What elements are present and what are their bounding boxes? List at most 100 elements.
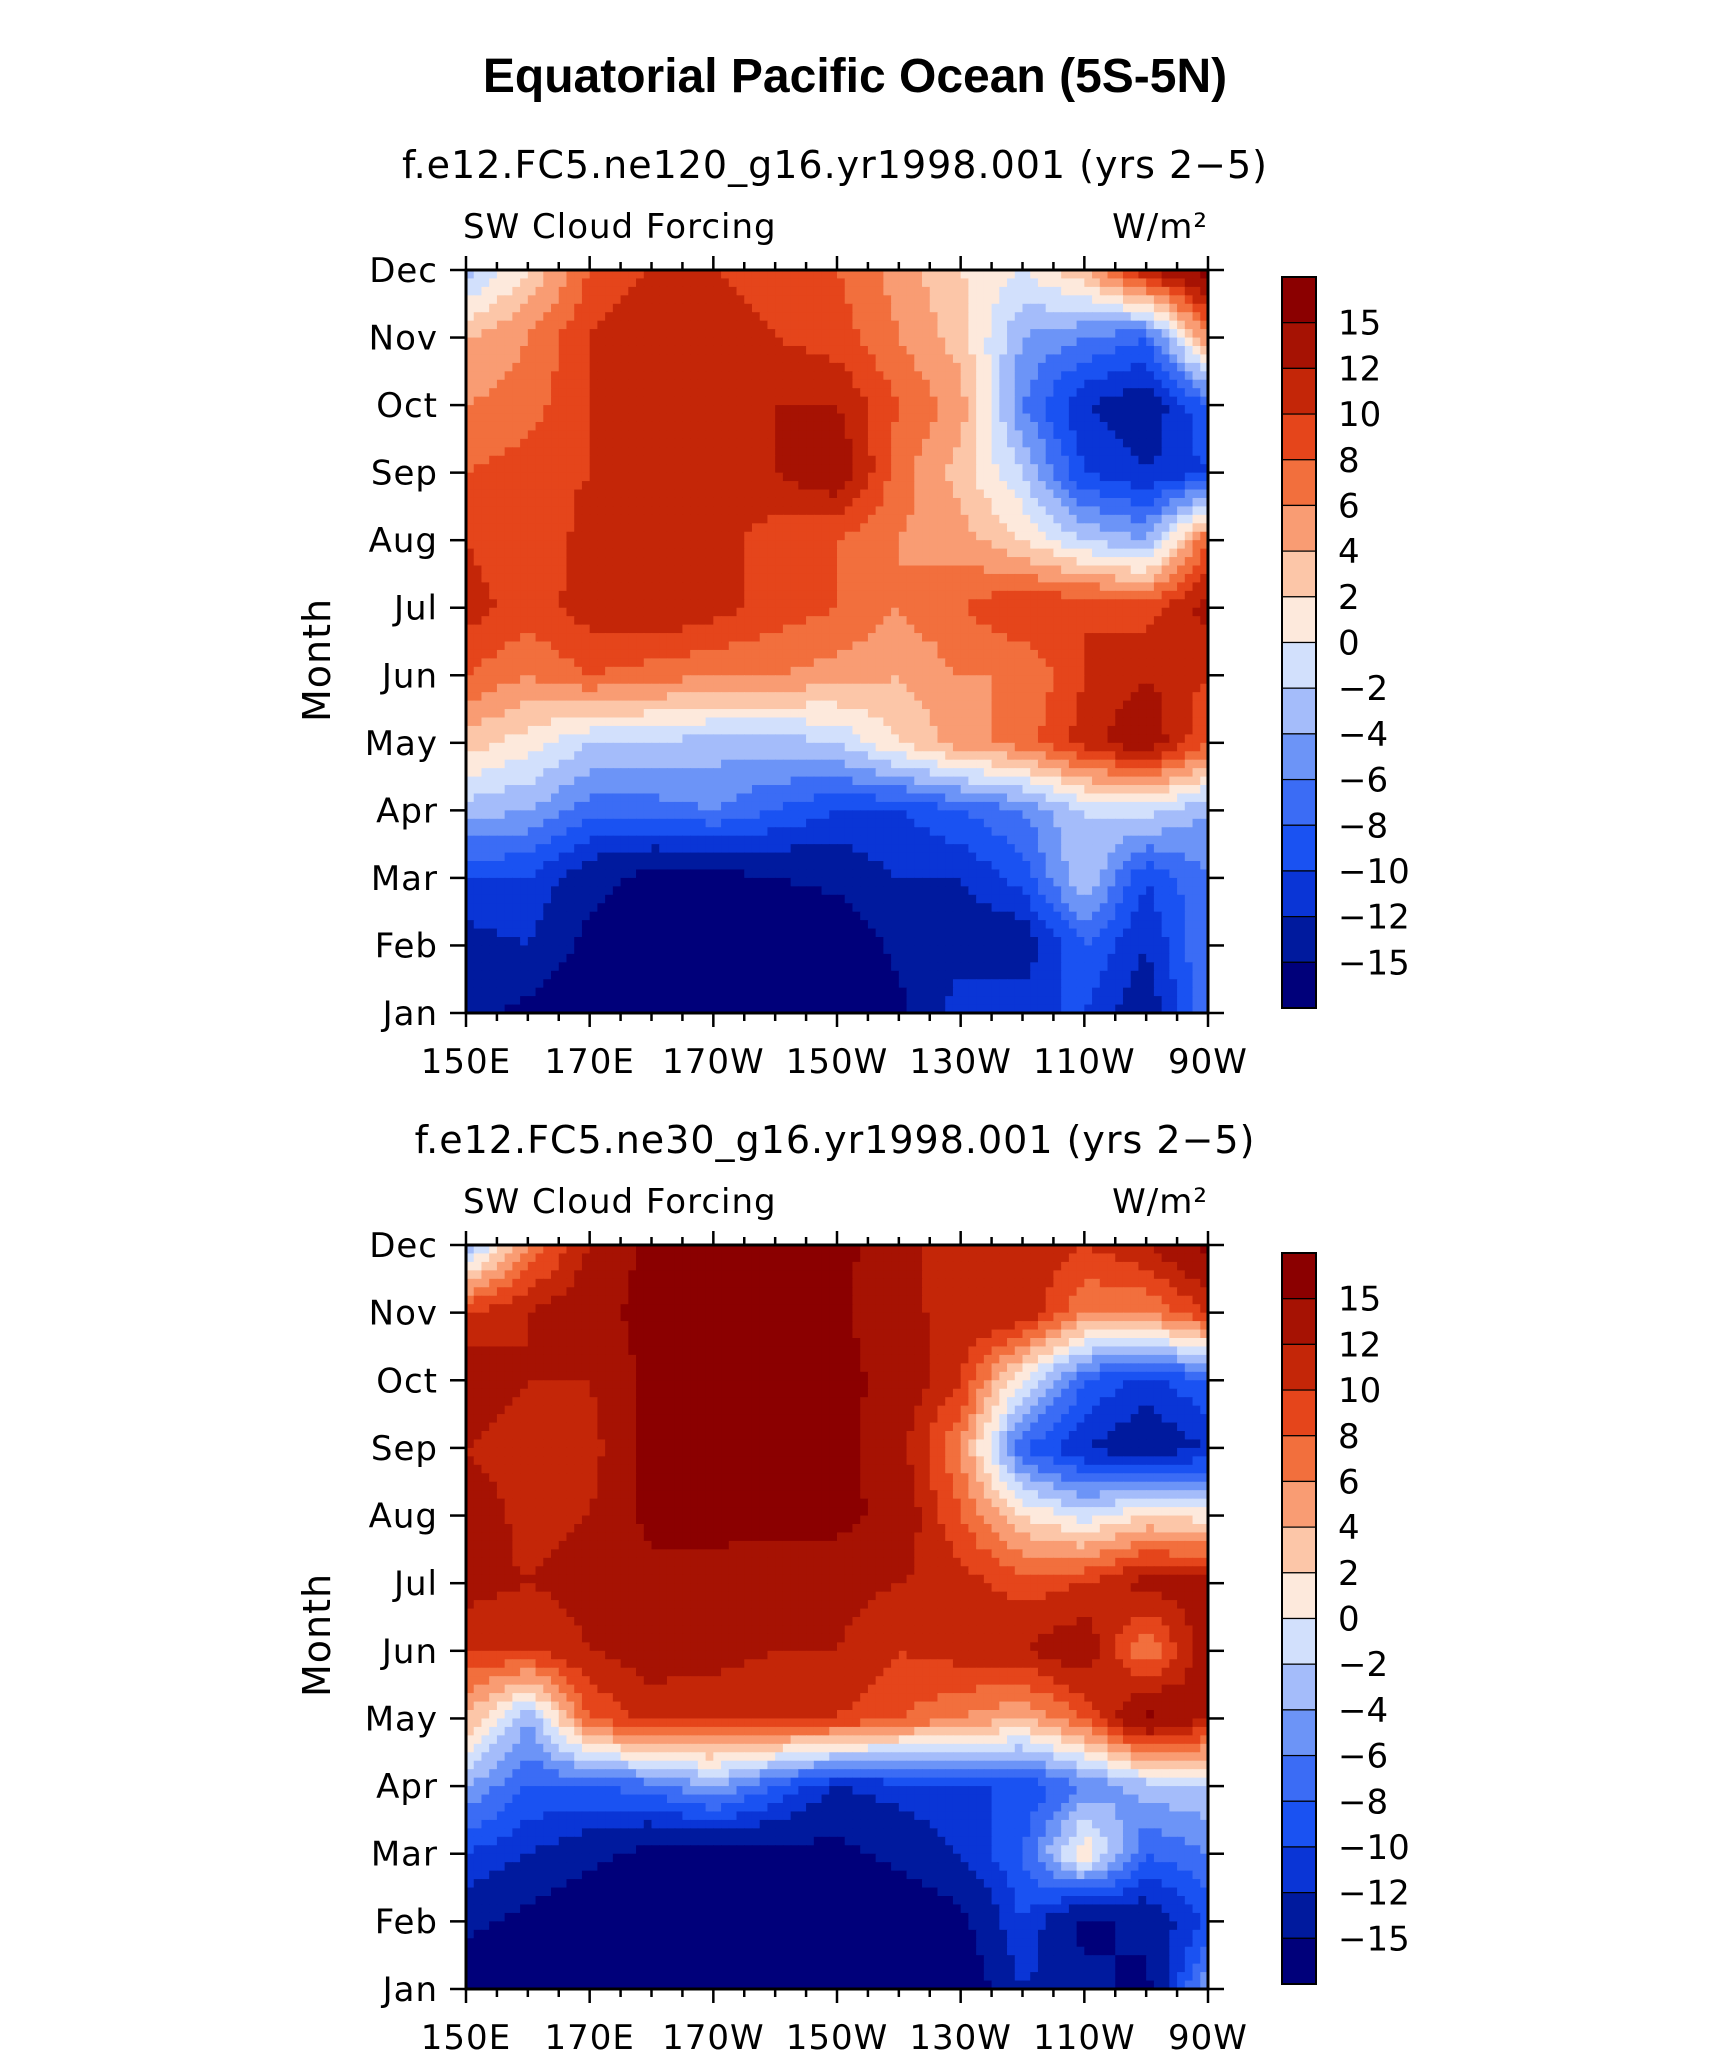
contour-cell [929, 270, 939, 280]
contour-cell [721, 447, 730, 457]
contour-cell [813, 599, 823, 609]
contour-cell [674, 312, 684, 322]
contour-cell [628, 421, 637, 432]
contour-cell [651, 295, 660, 305]
contour-cell [1115, 413, 1124, 423]
contour-cell [852, 345, 861, 356]
contour-cell [968, 413, 977, 423]
contour-cell [991, 506, 1000, 516]
contour-cell [883, 624, 892, 634]
contour-cell [1099, 565, 1109, 575]
contour-cell [922, 405, 931, 415]
contour-cell [860, 337, 869, 347]
contour-cell [504, 312, 513, 322]
contour-cell [1122, 683, 1132, 693]
contour-cell [1045, 388, 1055, 398]
contour-cell [504, 523, 513, 533]
contour-cell [952, 675, 962, 685]
contour-cell [666, 438, 676, 448]
contour-cell [1061, 464, 1070, 474]
contour-cell [597, 633, 606, 643]
contour-cell [674, 616, 684, 626]
contour-cell [983, 658, 993, 668]
contour-cell [860, 405, 869, 415]
contour-cell [697, 649, 707, 659]
contour-cell [1037, 345, 1047, 356]
contour-cell [666, 345, 676, 356]
contour-cell [1177, 421, 1186, 432]
contour-cell [496, 540, 506, 550]
contour-cell [1153, 641, 1163, 651]
contour-cell [898, 692, 908, 702]
contour-cell [1014, 666, 1024, 676]
contour-cell [867, 481, 877, 491]
contour-cell [535, 557, 544, 567]
contour-cell [983, 312, 993, 322]
contour-cell [821, 497, 830, 508]
contour-cell [922, 472, 931, 482]
contour-cell [914, 430, 923, 440]
contour-cell [651, 371, 660, 381]
contour-cell [1169, 286, 1178, 296]
contour-cell [937, 312, 946, 322]
contour-cell [782, 345, 792, 356]
contour-cell [643, 312, 653, 322]
contour-cell [651, 396, 660, 406]
contour-cell [605, 278, 614, 288]
contour-cell [690, 329, 699, 339]
contour-cell [713, 472, 722, 482]
contour-cell [551, 329, 560, 339]
contour-cell [728, 573, 738, 583]
contour-cell [736, 396, 745, 406]
contour-cell [473, 506, 483, 516]
contour-cell [1184, 405, 1194, 415]
contour-cell [1030, 506, 1039, 516]
contour-cell [1169, 312, 1178, 322]
contour-cell [666, 320, 676, 330]
contour-cell [945, 438, 954, 448]
contour-cell [558, 278, 568, 288]
contour-cell [581, 514, 591, 524]
contour-cell [1030, 371, 1039, 381]
contour-cell [489, 362, 498, 372]
contour-cell [558, 531, 568, 541]
contour-cell [1045, 506, 1055, 516]
contour-cell [736, 481, 745, 491]
contour-cell [852, 633, 861, 643]
contour-cell [1177, 447, 1186, 457]
contour-cell [891, 320, 900, 330]
contour-cell [744, 312, 753, 322]
contour-cell [705, 455, 714, 465]
contour-cell [620, 700, 629, 710]
contour-cell [999, 455, 1008, 465]
contour-cell [597, 270, 606, 280]
contour-cell [952, 523, 962, 533]
contour-cell [1184, 472, 1194, 482]
contour-cell [945, 633, 954, 643]
contour-cell [636, 523, 645, 533]
contour-cell [558, 329, 568, 339]
contour-cell [837, 278, 846, 288]
contour-cell [744, 447, 753, 457]
contour-cell [527, 371, 537, 381]
contour-cell [929, 464, 939, 474]
contour-cell [620, 286, 629, 296]
contour-cell [1122, 481, 1132, 491]
contour-cell [844, 582, 854, 592]
contour-cell [1138, 573, 1147, 583]
contour-cell [914, 413, 923, 423]
contour-cell [898, 616, 908, 626]
contour-cell [636, 295, 645, 305]
contour-cell [744, 396, 753, 406]
contour-cell [798, 396, 807, 406]
contour-cell [527, 531, 537, 541]
contour-cell [767, 379, 776, 389]
contour-cell [844, 599, 854, 609]
contour-cell [867, 658, 877, 668]
contour-cell [520, 464, 529, 474]
contour-cell [1022, 303, 1031, 313]
contour-cell [620, 633, 629, 643]
contour-cell [1092, 489, 1101, 499]
contour-cell [674, 565, 684, 575]
contour-cell [1184, 607, 1194, 617]
